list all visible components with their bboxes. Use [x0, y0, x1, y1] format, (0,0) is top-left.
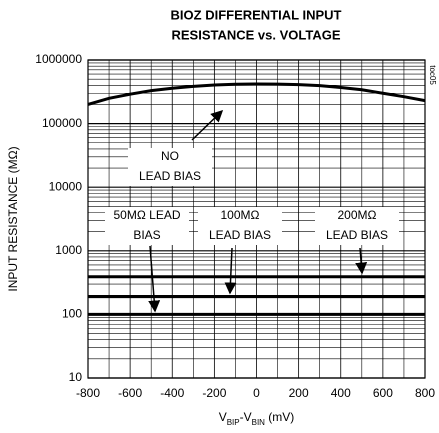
x-axis-label-part: BIP: [227, 418, 240, 427]
y-tick-label: 1000000: [35, 52, 82, 66]
x-tick-label: -600: [118, 386, 142, 400]
x-axis-label-part: V: [219, 410, 227, 424]
x-tick-label: -400: [160, 386, 184, 400]
x-axis-label-part: -V: [240, 410, 252, 424]
chart-title: BIOZ DIFFERENTIAL INPUT: [171, 7, 342, 22]
annotation-arrow: [355, 247, 368, 275]
x-tick-label: -200: [202, 386, 226, 400]
annotation: BIAS: [133, 228, 160, 242]
series-line: [87, 82, 426, 106]
x-tick-label: 400: [331, 386, 351, 400]
annotation-arrow: [224, 247, 237, 295]
annotation: 100MΩ: [221, 208, 260, 222]
annotation: LEAD BIAS: [139, 169, 201, 183]
y-tick-label: 10000: [49, 179, 83, 193]
x-axis-label-part: (mV): [265, 410, 294, 424]
y-tick-label: 10: [69, 370, 83, 384]
chart-title: RESISTANCE vs. VOLTAGE: [171, 27, 340, 42]
annotation-bg: [315, 207, 399, 245]
x-tick-label: 800: [415, 386, 435, 400]
y-tick-label: 100: [62, 307, 82, 321]
annotation-bg: [198, 207, 282, 245]
x-axis-label-part: BIN: [252, 418, 266, 427]
annotation-arrow: [148, 245, 161, 313]
x-tick-label: -800: [76, 386, 100, 400]
annotation: LEAD BIAS: [326, 228, 388, 242]
annotation-bg: [128, 148, 212, 186]
figure-id: toc05: [428, 65, 437, 85]
y-tick-label: 100000: [42, 116, 82, 130]
x-tick-label: 0: [253, 386, 260, 400]
plot-frame: [87, 59, 426, 379]
annotation: NO: [161, 149, 179, 163]
annotation: 200MΩ: [338, 208, 377, 222]
y-axis-label: INPUT RESISTANCE (MΩ): [6, 146, 20, 291]
annotation: LEAD BIAS: [209, 228, 271, 242]
x-tick-label: 600: [373, 386, 393, 400]
x-tick-label: 200: [289, 386, 309, 400]
annotation: 50MΩ LEAD: [114, 208, 181, 222]
annotation-bg: [105, 207, 189, 245]
x-axis-label: VBIP-VBIN (mV): [219, 410, 295, 426]
y-tick-label: 1000: [55, 243, 82, 257]
annotation-arrow: [191, 109, 224, 141]
